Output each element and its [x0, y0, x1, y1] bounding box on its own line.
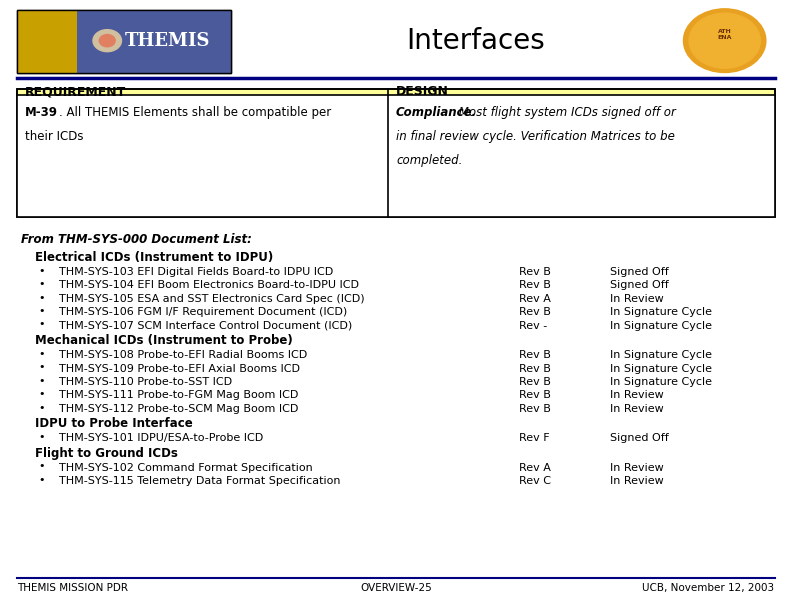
Text: •: •: [39, 403, 45, 412]
Text: Rev C: Rev C: [519, 476, 550, 486]
Text: THEMIS MISSION PDR: THEMIS MISSION PDR: [17, 583, 128, 593]
FancyBboxPatch shape: [17, 10, 92, 73]
Text: In Review: In Review: [610, 404, 664, 414]
Text: THM-SYS-108 Probe-to-EFI Radial Booms ICD: THM-SYS-108 Probe-to-EFI Radial Booms IC…: [59, 350, 307, 360]
Text: Most flight system ICDs signed off or: Most flight system ICDs signed off or: [455, 106, 676, 119]
Text: Rev B: Rev B: [519, 350, 550, 360]
Text: In Review: In Review: [610, 390, 664, 400]
Text: Mechanical ICDs (Instrument to Probe): Mechanical ICDs (Instrument to Probe): [35, 334, 292, 347]
Text: THEMIS: THEMIS: [124, 32, 210, 50]
Text: THM-SYS-102 Command Format Specification: THM-SYS-102 Command Format Specification: [59, 463, 312, 472]
Text: Electrical ICDs (Instrument to IDPU): Electrical ICDs (Instrument to IDPU): [35, 251, 273, 264]
Text: DESIGN: DESIGN: [396, 85, 449, 99]
Text: THM-SYS-104 EFI Boom Electronics Board-to-IDPU ICD: THM-SYS-104 EFI Boom Electronics Board-t…: [59, 280, 359, 290]
Text: Flight to Ground ICDs: Flight to Ground ICDs: [35, 447, 177, 460]
Text: Rev B: Rev B: [519, 390, 550, 400]
Circle shape: [93, 29, 121, 51]
Text: In Signature Cycle: In Signature Cycle: [610, 321, 712, 330]
Text: Interfaces: Interfaces: [406, 27, 545, 54]
Text: Signed Off: Signed Off: [610, 433, 668, 443]
Text: THM-SYS-105 ESA and SST Electronics Card Spec (ICD): THM-SYS-105 ESA and SST Electronics Card…: [59, 294, 364, 304]
Text: completed.: completed.: [396, 154, 463, 166]
Text: Compliance.: Compliance.: [396, 106, 477, 119]
Text: Rev B: Rev B: [519, 404, 550, 414]
Text: IDPU to Probe Interface: IDPU to Probe Interface: [35, 417, 192, 430]
Text: OVERVIEW-25: OVERVIEW-25: [360, 583, 432, 593]
FancyBboxPatch shape: [78, 10, 231, 73]
Text: Rev B: Rev B: [519, 280, 550, 290]
Text: their ICDs: their ICDs: [25, 130, 84, 143]
Text: From THM-SYS-000 Document List:: From THM-SYS-000 Document List:: [21, 233, 253, 245]
Text: •: •: [39, 389, 45, 399]
FancyBboxPatch shape: [17, 95, 775, 217]
Text: REQUIREMENT: REQUIREMENT: [25, 85, 127, 99]
Text: Rev A: Rev A: [519, 463, 550, 472]
Text: Rev -: Rev -: [519, 321, 547, 330]
FancyBboxPatch shape: [17, 10, 231, 73]
Text: •: •: [39, 362, 45, 372]
Text: THM-SYS-110 Probe-to-SST ICD: THM-SYS-110 Probe-to-SST ICD: [59, 377, 232, 387]
Text: Rev A: Rev A: [519, 294, 550, 304]
Text: •: •: [39, 306, 45, 316]
Text: Signed Off: Signed Off: [610, 267, 668, 277]
Text: In Review: In Review: [610, 294, 664, 304]
Text: ATH
ENA: ATH ENA: [718, 29, 732, 40]
Text: THM-SYS-109 Probe-to-EFI Axial Booms ICD: THM-SYS-109 Probe-to-EFI Axial Booms ICD: [59, 364, 299, 373]
Text: UCB, November 12, 2003: UCB, November 12, 2003: [642, 583, 775, 593]
Text: Signed Off: Signed Off: [610, 280, 668, 290]
Text: •: •: [39, 376, 45, 386]
Text: Rev B: Rev B: [519, 307, 550, 317]
Text: THM-SYS-112 Probe-to-SCM Mag Boom ICD: THM-SYS-112 Probe-to-SCM Mag Boom ICD: [59, 404, 298, 414]
Text: Rev F: Rev F: [519, 433, 550, 443]
Text: •: •: [39, 475, 45, 485]
Text: •: •: [39, 266, 45, 275]
Text: THM-SYS-101 IDPU/ESA-to-Probe ICD: THM-SYS-101 IDPU/ESA-to-Probe ICD: [59, 433, 263, 443]
Text: . All THEMIS Elements shall be compatible per: . All THEMIS Elements shall be compatibl…: [59, 106, 331, 119]
Text: THM-SYS-106 FGM I/F Requirement Document (ICD): THM-SYS-106 FGM I/F Requirement Document…: [59, 307, 347, 317]
Text: •: •: [39, 461, 45, 471]
Text: In Review: In Review: [610, 463, 664, 472]
Text: In Signature Cycle: In Signature Cycle: [610, 307, 712, 317]
Text: M-39: M-39: [25, 106, 59, 119]
Text: •: •: [39, 319, 45, 329]
Text: In Signature Cycle: In Signature Cycle: [610, 377, 712, 387]
Text: •: •: [39, 279, 45, 289]
Text: •: •: [39, 432, 45, 442]
Text: Rev B: Rev B: [519, 267, 550, 277]
FancyBboxPatch shape: [17, 89, 775, 217]
Text: THM-SYS-103 EFI Digital Fields Board-to IDPU ICD: THM-SYS-103 EFI Digital Fields Board-to …: [59, 267, 333, 277]
Text: In Review: In Review: [610, 476, 664, 486]
Circle shape: [689, 13, 760, 68]
Text: THM-SYS-111 Probe-to-FGM Mag Boom ICD: THM-SYS-111 Probe-to-FGM Mag Boom ICD: [59, 390, 298, 400]
Text: THM-SYS-115 Telemetry Data Format Specification: THM-SYS-115 Telemetry Data Format Specif…: [59, 476, 340, 486]
Text: •: •: [39, 349, 45, 359]
Text: •: •: [39, 293, 45, 302]
Text: THM-SYS-107 SCM Interface Control Document (ICD): THM-SYS-107 SCM Interface Control Docume…: [59, 321, 352, 330]
Text: in final review cycle. Verification Matrices to be: in final review cycle. Verification Matr…: [396, 130, 675, 143]
Text: Rev B: Rev B: [519, 364, 550, 373]
Text: In Signature Cycle: In Signature Cycle: [610, 364, 712, 373]
Text: In Signature Cycle: In Signature Cycle: [610, 350, 712, 360]
Circle shape: [683, 9, 766, 72]
Text: Rev B: Rev B: [519, 377, 550, 387]
Circle shape: [99, 34, 115, 47]
